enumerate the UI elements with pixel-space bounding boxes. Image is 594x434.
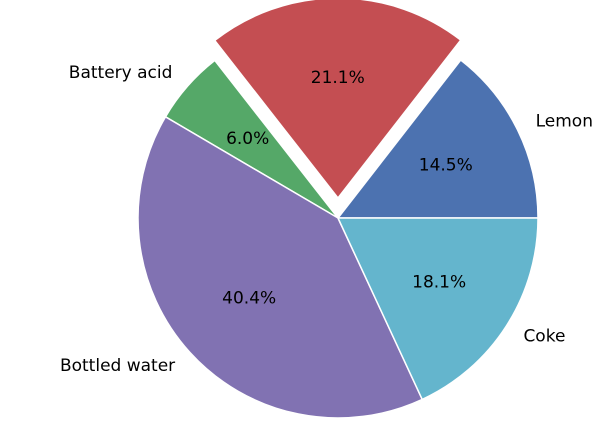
category-label-3: Bottled water [60, 356, 175, 376]
pie-slice-1 [213, 0, 462, 200]
pie-slice-0 [336, 59, 539, 219]
pct-label-4: 18.1% [412, 273, 466, 293]
pct-label-0: 14.5% [419, 155, 473, 175]
pct-label-2: 6.0% [226, 129, 269, 149]
category-label-4: Coke [523, 326, 565, 346]
pct-label-3: 40.4% [222, 289, 276, 309]
pie-slice-4 [336, 217, 539, 401]
category-label-2: Battery acid [69, 63, 173, 83]
pie-slice-3 [137, 115, 424, 419]
pie-labels: 14.5% Lemon juice 21.1% 6.0% Battery acid 40.… [60, 63, 594, 376]
pie-slices [137, 0, 539, 419]
pct-label-1: 21.1% [311, 68, 365, 88]
category-label-0: Lemon juice [536, 111, 594, 131]
